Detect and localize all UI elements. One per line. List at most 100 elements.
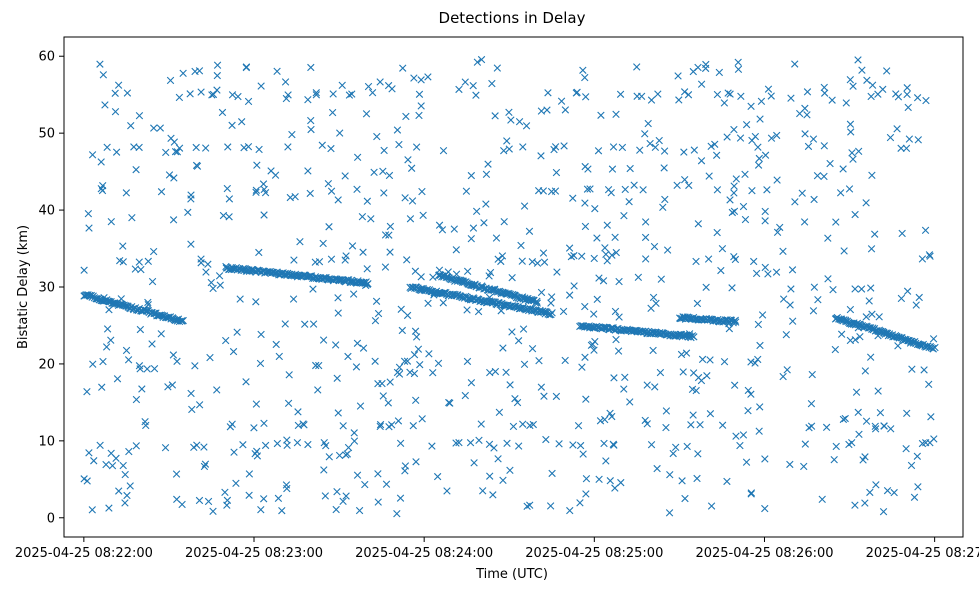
data-point [425,350,433,358]
data-point [615,313,623,321]
data-point [477,420,485,428]
data-point [861,367,870,375]
data-point [470,459,478,467]
data-point [281,78,290,86]
data-point [175,144,184,152]
data-point [434,359,443,367]
data-point [364,82,373,91]
data-point [590,310,598,318]
data-point [680,88,689,96]
data-point [296,237,304,246]
data-point [497,257,505,266]
data-point [782,330,790,339]
data-point [861,499,869,507]
data-point [223,496,232,505]
data-point [125,447,133,456]
data-point [583,185,592,193]
data-point [395,140,403,149]
data-point [597,111,605,119]
data-point [97,184,105,193]
data-point [209,284,217,293]
data-point [319,336,328,344]
data-point [250,424,258,432]
data-point [533,299,541,307]
data-point [761,207,769,216]
data-point [309,285,317,293]
data-point [245,491,253,499]
data-point [537,152,545,160]
data-point [127,122,135,130]
data-point [553,268,561,276]
data-point [730,207,739,216]
data-point [602,457,610,465]
data-point [625,198,633,206]
data-point [706,356,714,364]
data-point [358,212,367,221]
data-point [731,316,739,325]
data-point [371,357,379,365]
data-point [381,263,390,271]
data-point [379,167,387,176]
data-point [273,67,281,76]
data-point [252,298,260,306]
data-point [578,363,586,371]
data-point [697,80,706,88]
data-point [503,439,511,447]
data-point [813,171,822,180]
data-point [372,297,381,305]
data-point [201,144,210,152]
data-point [376,78,384,86]
data-point [272,340,280,349]
data-point [157,330,165,338]
data-point [809,135,818,143]
data-point [779,295,788,303]
data-point [698,355,707,364]
data-point [103,143,111,152]
data-point [319,239,327,248]
data-point [195,401,204,409]
data-point [920,366,928,374]
data-point [757,97,766,106]
data-point [138,385,146,393]
data-point [132,395,141,404]
data-point [931,343,939,352]
data-point [852,388,861,396]
data-point [284,91,292,99]
data-point [529,420,538,429]
data-point [187,389,195,398]
data-point [718,421,727,429]
data-point [362,278,370,286]
data-point [236,295,244,303]
data-point [333,374,341,382]
data-point [445,398,453,407]
data-point [242,63,251,71]
data-point [111,89,119,97]
data-point [260,211,268,219]
data-point [472,207,481,215]
data-point [491,367,500,376]
data-point [868,171,876,180]
data-point [229,347,238,356]
data-point [570,282,578,290]
data-point [582,395,590,403]
data-point [419,211,427,219]
data-point [824,234,832,242]
data-point [173,148,182,156]
data-point [567,252,576,261]
data-point [836,189,845,197]
data-point [403,357,412,365]
data-point [876,408,885,417]
data-point [320,466,328,474]
data-point [362,110,371,118]
data-point [634,273,643,281]
data-point [854,56,862,64]
data-point [612,110,620,119]
data-point [840,247,848,255]
data-point [606,477,614,485]
data-point [929,335,938,343]
data-point [499,344,507,352]
data-point [703,372,711,380]
data-point [905,336,913,345]
data-point [709,317,717,325]
data-point [344,443,353,452]
